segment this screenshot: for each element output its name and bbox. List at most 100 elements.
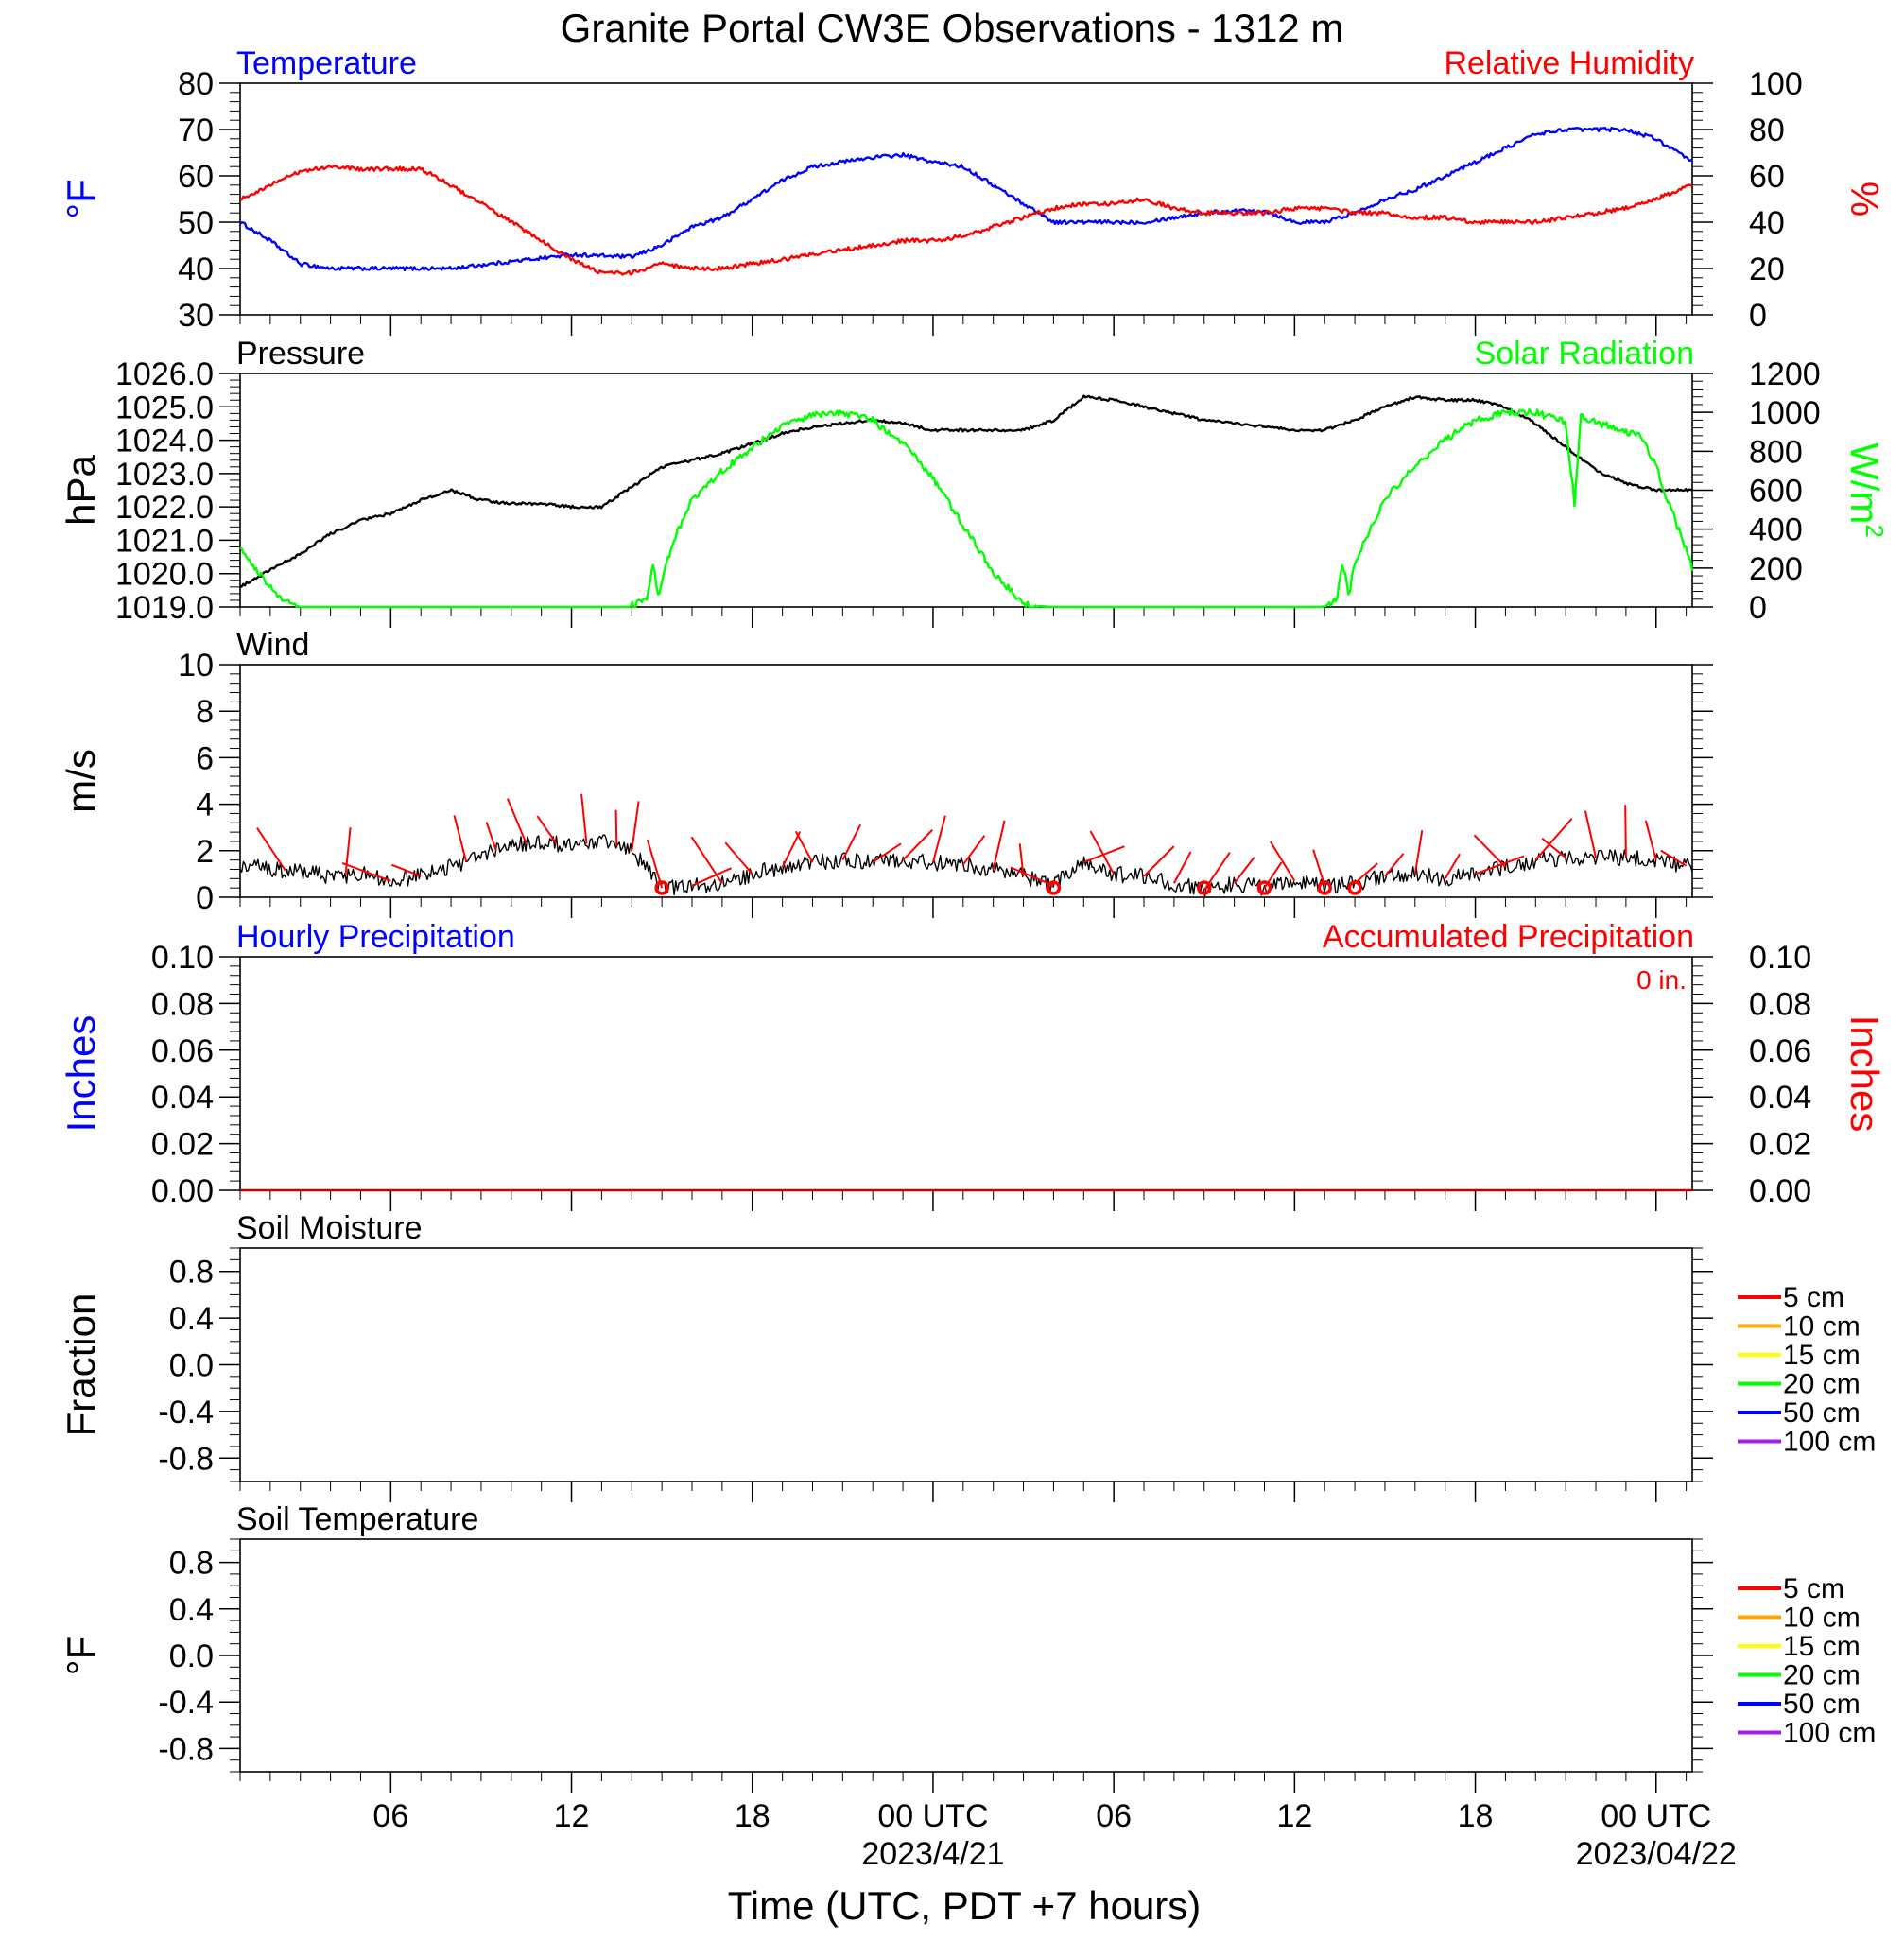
y-axis-label-superscript: 2	[1861, 524, 1889, 537]
legend-label: 20 cm	[1783, 1660, 1861, 1691]
legend-label: 50 cm	[1783, 1689, 1861, 1720]
panel-title-left: Wind	[236, 627, 309, 663]
legend-label: 5 cm	[1783, 1282, 1844, 1313]
wind-barb	[931, 815, 946, 863]
y-tick-label-left: 0.0	[169, 1638, 214, 1674]
y-tick-label-right: 100	[1749, 66, 1803, 102]
y-tick-label-left: 30	[178, 298, 214, 334]
panel-title-left: Hourly Precipitation	[236, 919, 515, 955]
panel-title-left: Soil Moisture	[236, 1210, 423, 1246]
wind-barb	[902, 829, 933, 861]
y-tick-label-left: 0.06	[151, 1033, 214, 1069]
calm-wind-marker	[1256, 880, 1272, 895]
chart-title: Granite Portal CW3E Observations - 1312 …	[561, 6, 1344, 50]
wind-barb	[724, 841, 753, 875]
panel-title-right: Relative Humidity	[1444, 45, 1694, 81]
panel-pressure-solar: 1019.01020.01021.01022.01023.01024.01025…	[59, 336, 1889, 628]
panel-frame	[239, 1247, 1693, 1482]
y-tick-label-right: 400	[1749, 512, 1803, 548]
y-tick-label-left: 0.04	[151, 1080, 214, 1116]
y-axis-label-left: °F	[59, 1636, 103, 1675]
wind-barb	[1584, 810, 1598, 858]
wind-barb	[1444, 853, 1461, 879]
y-tick-label-left: 80	[178, 66, 214, 102]
y-tick-label-left: 8	[196, 694, 214, 730]
wind-barb	[1660, 849, 1688, 867]
y-tick-label-right: 0.10	[1749, 940, 1811, 976]
panel-title-left: Temperature	[236, 45, 417, 81]
y-tick-label-left: 0.10	[151, 940, 214, 976]
y-axis-label-left: Fraction	[59, 1293, 103, 1437]
calm-wind-marker	[654, 880, 669, 895]
wind-barb	[781, 831, 802, 868]
y-tick-label-left: -0.4	[158, 1685, 214, 1721]
y-tick-label-left: 1023.0	[115, 457, 214, 493]
y-tick-label-right: 0.00	[1749, 1173, 1811, 1209]
y-tick-label-left: -0.4	[158, 1395, 214, 1430]
wind-barb	[690, 836, 723, 884]
series-pressure-line	[239, 394, 1693, 589]
legend-label: 100 cm	[1783, 1427, 1876, 1458]
y-tick-label-left: 40	[178, 251, 214, 287]
y-tick-label-left: 1026.0	[115, 356, 214, 392]
series-temperature-line	[239, 126, 1693, 272]
y-tick-label-right: 0.04	[1749, 1080, 1811, 1116]
wind-barb	[992, 820, 1006, 870]
calm-wind-marker	[1046, 880, 1062, 895]
wind-barb	[580, 793, 588, 844]
wind-barb	[1269, 841, 1296, 882]
y-tick-label-left: 0.8	[169, 1255, 214, 1291]
y-tick-label-left: 0.00	[151, 1173, 214, 1209]
x-tick-label: 12	[554, 1798, 590, 1834]
wind-barb	[1473, 834, 1507, 868]
y-axis-label-left: °F	[59, 179, 103, 218]
panel-temperature-humidity: 30 40 50 60 70 80 0 20 40 60 80 100 Temperature Relat…	[59, 45, 1887, 336]
panel-frame	[239, 373, 1693, 608]
y-tick-label-right: 200	[1749, 551, 1803, 587]
y-tick-label-left: 1022.0	[115, 490, 214, 526]
wind-barb	[1312, 849, 1326, 887]
legend-label: 15 cm	[1783, 1340, 1861, 1371]
panel-title-left: Soil Temperature	[236, 1501, 478, 1537]
wind-barb	[614, 809, 618, 846]
wind-barb	[1384, 853, 1405, 877]
x-tick-label: 18	[735, 1798, 770, 1834]
y-tick-label-right: 800	[1749, 434, 1803, 470]
y-axis-label-right: Inches	[1843, 1015, 1887, 1133]
y-axis-label-left: Inches	[59, 1015, 103, 1133]
wind-barb	[1644, 820, 1657, 860]
wind-barb	[344, 827, 352, 875]
y-axis-label-right: W/m2	[1843, 442, 1889, 538]
wind-barb	[1534, 818, 1573, 861]
series-solar-radiation-line	[239, 407, 1694, 609]
y-tick-label-left: -0.8	[158, 1441, 214, 1477]
wind-barb	[1173, 851, 1192, 884]
x-axis-label: Time (UTC, PDT +7 hours)	[728, 1883, 1202, 1928]
legend-label: 100 cm	[1783, 1718, 1876, 1749]
x-tick-label: 06	[1096, 1798, 1132, 1834]
y-tick-label-right: 1200	[1749, 356, 1821, 392]
x-tick-label: 18	[1458, 1798, 1494, 1834]
y-tick-label-left: 70	[178, 113, 214, 148]
y-tick-label-left: 50	[178, 205, 214, 241]
calm-wind-marker	[1317, 880, 1332, 895]
panel-title-left: Pressure	[236, 336, 365, 372]
legend-label: 5 cm	[1783, 1573, 1844, 1604]
panel-title-right: Solar Radiation	[1475, 336, 1694, 372]
legend-label: 15 cm	[1783, 1631, 1861, 1662]
panel-frame	[239, 82, 1693, 316]
y-tick-label-left: 0.0	[169, 1348, 214, 1384]
wind-barb	[631, 801, 640, 851]
series-relative-humidity-line	[239, 164, 1693, 276]
y-axis-label-left: hPa	[59, 454, 103, 525]
wind-barb	[1624, 805, 1627, 858]
wind-barb	[506, 798, 528, 844]
y-tick-label-right: 0.08	[1749, 986, 1811, 1022]
wind-barbs	[256, 793, 1688, 895]
